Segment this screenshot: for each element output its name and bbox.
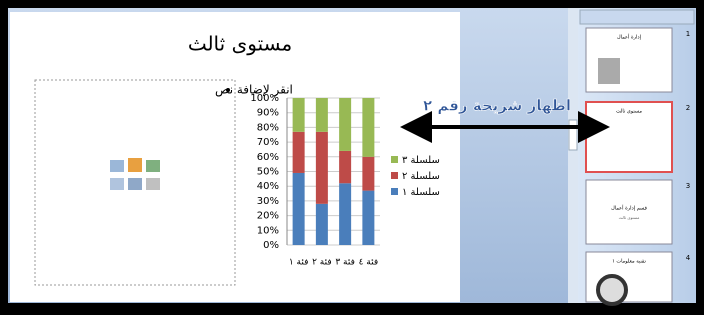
scroll-thumb[interactable] [569, 120, 577, 150]
slide-title[interactable]: مستوى ثالث [188, 32, 292, 56]
y-tick-label: 10% [257, 225, 279, 236]
x-tick-label: فئة ١ [289, 258, 309, 268]
y-tick-label: 70% [257, 137, 279, 148]
bar [316, 132, 328, 204]
bar [339, 151, 351, 183]
thumbnail-number: 2 [686, 104, 690, 112]
legend-label: سلسلة ٢ [402, 171, 440, 182]
thumbnail-image [598, 276, 626, 304]
scrollbar[interactable] [568, 8, 578, 303]
thumbnail-title: إدارة أعمال [617, 34, 642, 41]
thumbnail[interactable] [586, 180, 672, 244]
y-tick-label: 20% [257, 211, 279, 222]
bar [362, 191, 374, 245]
bar [293, 173, 305, 245]
thumbnail-title: قسم إدارة أعمال [611, 205, 647, 212]
bar [293, 132, 305, 173]
thumbnail-number: 3 [686, 182, 690, 190]
bullet [226, 88, 230, 92]
y-tick-label: 40% [257, 181, 279, 192]
legend-label: سلسلة ١ [402, 187, 440, 198]
annotation: اظهار شريحة رقم ٢ [423, 97, 571, 115]
thumbnail-subtitle: مستوى ثالث [619, 215, 640, 220]
x-tick-label: فئة ٤ [359, 258, 379, 268]
bar [339, 183, 351, 245]
thumbnail-title: مستوى ثالث [616, 109, 642, 115]
bar [339, 98, 351, 151]
legend-swatch [391, 172, 398, 179]
y-tick-label: 60% [257, 152, 279, 163]
legend-swatch [391, 156, 398, 163]
y-tick-label: 100% [250, 93, 279, 104]
y-tick-label: 80% [257, 122, 279, 133]
thumbnail-title: تقنية معلومات ١ [612, 259, 646, 265]
x-tick-label: فئة ٢ [312, 258, 332, 268]
bar [316, 98, 328, 132]
legend-label: سلسلة ٣ [402, 155, 440, 166]
thumbnail-number: 4 [686, 254, 691, 262]
thumbnail-image [598, 58, 620, 84]
thumbnail-number: 1 [686, 30, 690, 38]
bar [293, 98, 305, 132]
bar [316, 204, 328, 245]
y-tick-label: 90% [257, 108, 279, 119]
bar [362, 98, 374, 157]
bar [362, 157, 374, 191]
screen: مستوى ثالث انقر لإضافة نص 1إدارة أعمال2م… [0, 0, 704, 315]
y-tick-label: 30% [257, 196, 279, 207]
y-tick-label: 0% [263, 240, 279, 251]
y-tick-label: 50% [257, 167, 279, 178]
page: مستوى ثالث انقر لإضافة نص 1إدارة أعمال2م… [0, 0, 704, 315]
x-tick-label: فئة ٣ [335, 258, 355, 268]
pane-tabs[interactable] [580, 10, 694, 24]
legend-swatch [391, 188, 398, 195]
